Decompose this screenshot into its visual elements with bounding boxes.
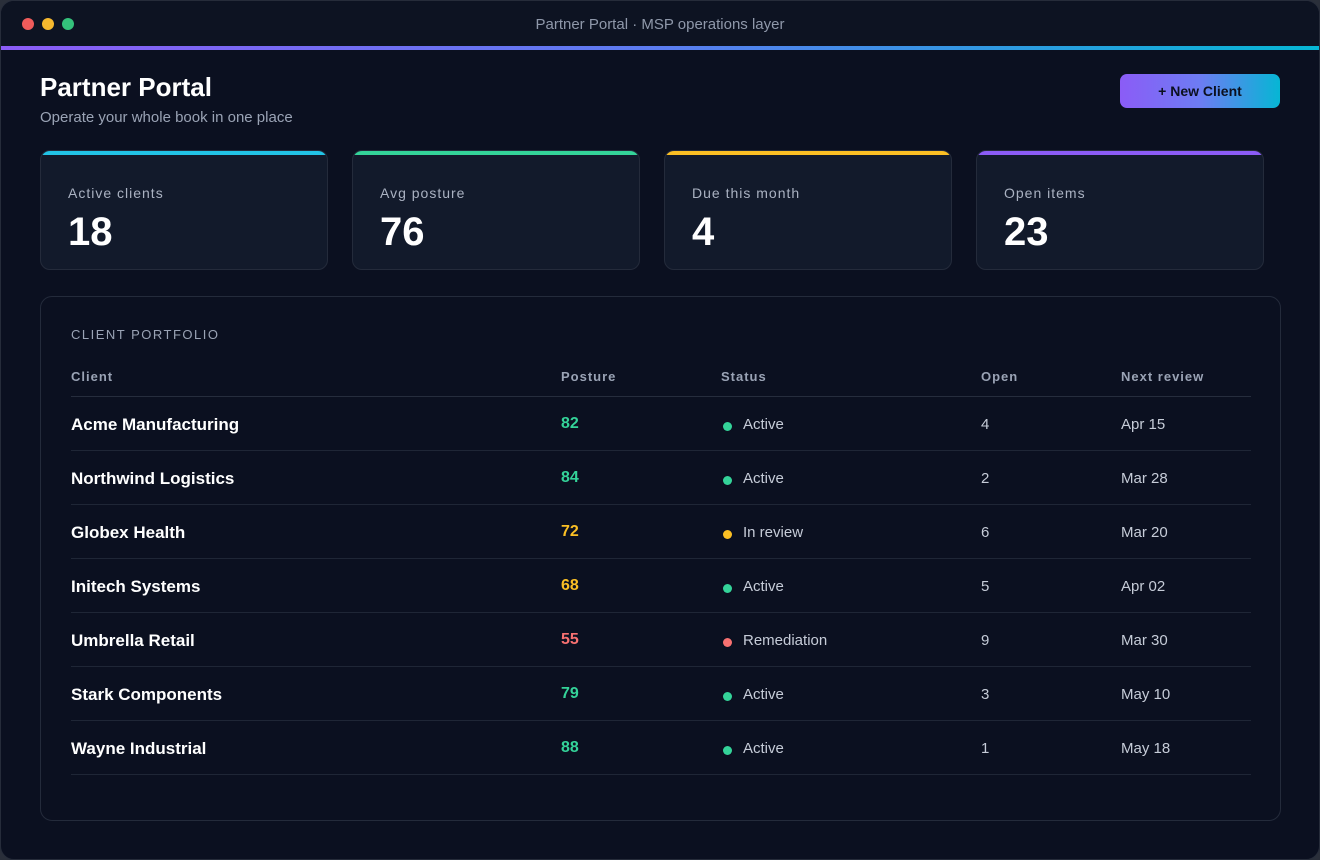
status-label: Remediation — [743, 632, 828, 649]
stat-value: 18 — [68, 210, 113, 254]
next-review-date: Mar 28 — [1121, 470, 1168, 487]
table-row[interactable]: Globex Health 72 In review 6 Mar 20 — [71, 505, 1251, 559]
portfolio-title: CLIENT PORTFOLIO — [71, 327, 220, 342]
maximize-window-button[interactable] — [62, 18, 74, 30]
client-portfolio-panel: CLIENT PORTFOLIO Client Posture Status O… — [40, 296, 1281, 821]
next-review-date: Mar 20 — [1121, 524, 1168, 541]
column-header-status[interactable]: Status — [721, 369, 767, 384]
client-name[interactable]: Stark Components — [71, 685, 223, 704]
posture-score: 88 — [561, 739, 579, 756]
status-label: Active — [743, 416, 784, 433]
open-items-count: 3 — [981, 686, 990, 703]
status-dot-icon — [723, 422, 732, 431]
stat-card-accent-bar — [665, 151, 951, 155]
status-dot-icon — [723, 746, 732, 755]
client-name[interactable]: Initech Systems — [71, 577, 201, 596]
next-review-date: Apr 15 — [1121, 416, 1166, 433]
client-name[interactable]: Umbrella Retail — [71, 631, 195, 650]
posture-score: 79 — [561, 685, 579, 702]
column-header-open[interactable]: Open — [981, 369, 1019, 384]
status-dot-icon — [723, 476, 732, 485]
stat-card-open-items: Open items 23 — [976, 150, 1264, 270]
status-dot-icon — [723, 638, 732, 647]
new-client-button[interactable]: + New Client — [1120, 74, 1280, 108]
stat-card-accent-bar — [353, 151, 639, 155]
open-items-count: 6 — [981, 524, 990, 541]
open-items-count: 9 — [981, 632, 990, 649]
table-body: Acme Manufacturing 82 Active 4 Apr 15 Northwi… — [71, 397, 1251, 775]
table-row[interactable]: Initech Systems 68 Active 5 Apr 02 — [71, 559, 1251, 613]
table-row[interactable]: Northwind Logistics 84 Active 2 Mar 28 — [71, 451, 1251, 505]
stat-card-active-clients: Active clients 18 — [40, 150, 328, 270]
stat-card-avg-posture: Avg posture 76 — [352, 150, 640, 270]
table-row[interactable]: Wayne Industrial 88 Active 1 May 18 — [71, 721, 1251, 775]
next-review-date: Apr 02 — [1121, 578, 1166, 595]
stat-card-accent-bar — [41, 151, 327, 155]
window-title: Partner Portal · MSP operations layer — [535, 16, 785, 33]
page-title: Partner Portal — [40, 72, 212, 102]
table-header: Client Posture Status Open Next review — [71, 369, 1251, 397]
status-dot-icon — [723, 584, 732, 593]
column-header-client[interactable]: Client — [71, 369, 114, 384]
posture-score: 84 — [561, 469, 579, 486]
stat-label: Active clients — [68, 185, 164, 201]
table-row[interactable]: Umbrella Retail 55 Remediation 9 Mar 30 — [71, 613, 1251, 667]
next-review-date: Mar 30 — [1121, 632, 1168, 649]
posture-score: 68 — [561, 577, 579, 594]
status-label: Active — [743, 578, 784, 595]
close-window-button[interactable] — [22, 18, 34, 30]
status-dot-icon — [723, 530, 732, 539]
page-subtitle: Operate your whole book in one place — [40, 109, 293, 126]
stat-value: 76 — [380, 210, 425, 254]
title-bar: Partner Portal · MSP operations layer — [1, 1, 1319, 47]
posture-score: 72 — [561, 523, 579, 540]
table-row[interactable]: Stark Components 79 Active 3 May 10 — [71, 667, 1251, 721]
status-label: Active — [743, 470, 784, 487]
open-items-count: 5 — [981, 578, 990, 595]
stat-label: Due this month — [692, 185, 801, 201]
open-items-count: 4 — [981, 416, 990, 433]
status-label: Active — [743, 740, 784, 757]
next-review-date: May 10 — [1121, 686, 1171, 703]
status-label: In review — [743, 524, 804, 541]
stat-value: 23 — [1004, 210, 1049, 254]
stat-label: Open items — [1004, 185, 1086, 201]
open-items-count: 2 — [981, 470, 990, 487]
status-dot-icon — [723, 692, 732, 701]
stat-label: Avg posture — [380, 185, 466, 201]
next-review-date: May 18 — [1121, 740, 1171, 757]
open-items-count: 1 — [981, 740, 990, 757]
posture-score: 55 — [561, 631, 579, 648]
column-header-posture[interactable]: Posture — [561, 369, 617, 384]
status-label: Active — [743, 686, 784, 703]
client-name[interactable]: Globex Health — [71, 523, 186, 542]
column-header-next-review[interactable]: Next review — [1121, 369, 1205, 384]
stat-card-due-this-month: Due this month 4 — [664, 150, 952, 270]
stat-card-accent-bar — [977, 151, 1263, 155]
accent-divider — [1, 46, 1319, 50]
client-name[interactable]: Acme Manufacturing — [71, 415, 240, 434]
posture-score: 82 — [561, 415, 579, 432]
minimize-window-button[interactable] — [42, 18, 54, 30]
client-name[interactable]: Northwind Logistics — [71, 469, 235, 488]
client-name[interactable]: Wayne Industrial — [71, 739, 207, 758]
stat-value: 4 — [692, 210, 715, 254]
table-row[interactable]: Acme Manufacturing 82 Active 4 Apr 15 — [71, 397, 1251, 451]
